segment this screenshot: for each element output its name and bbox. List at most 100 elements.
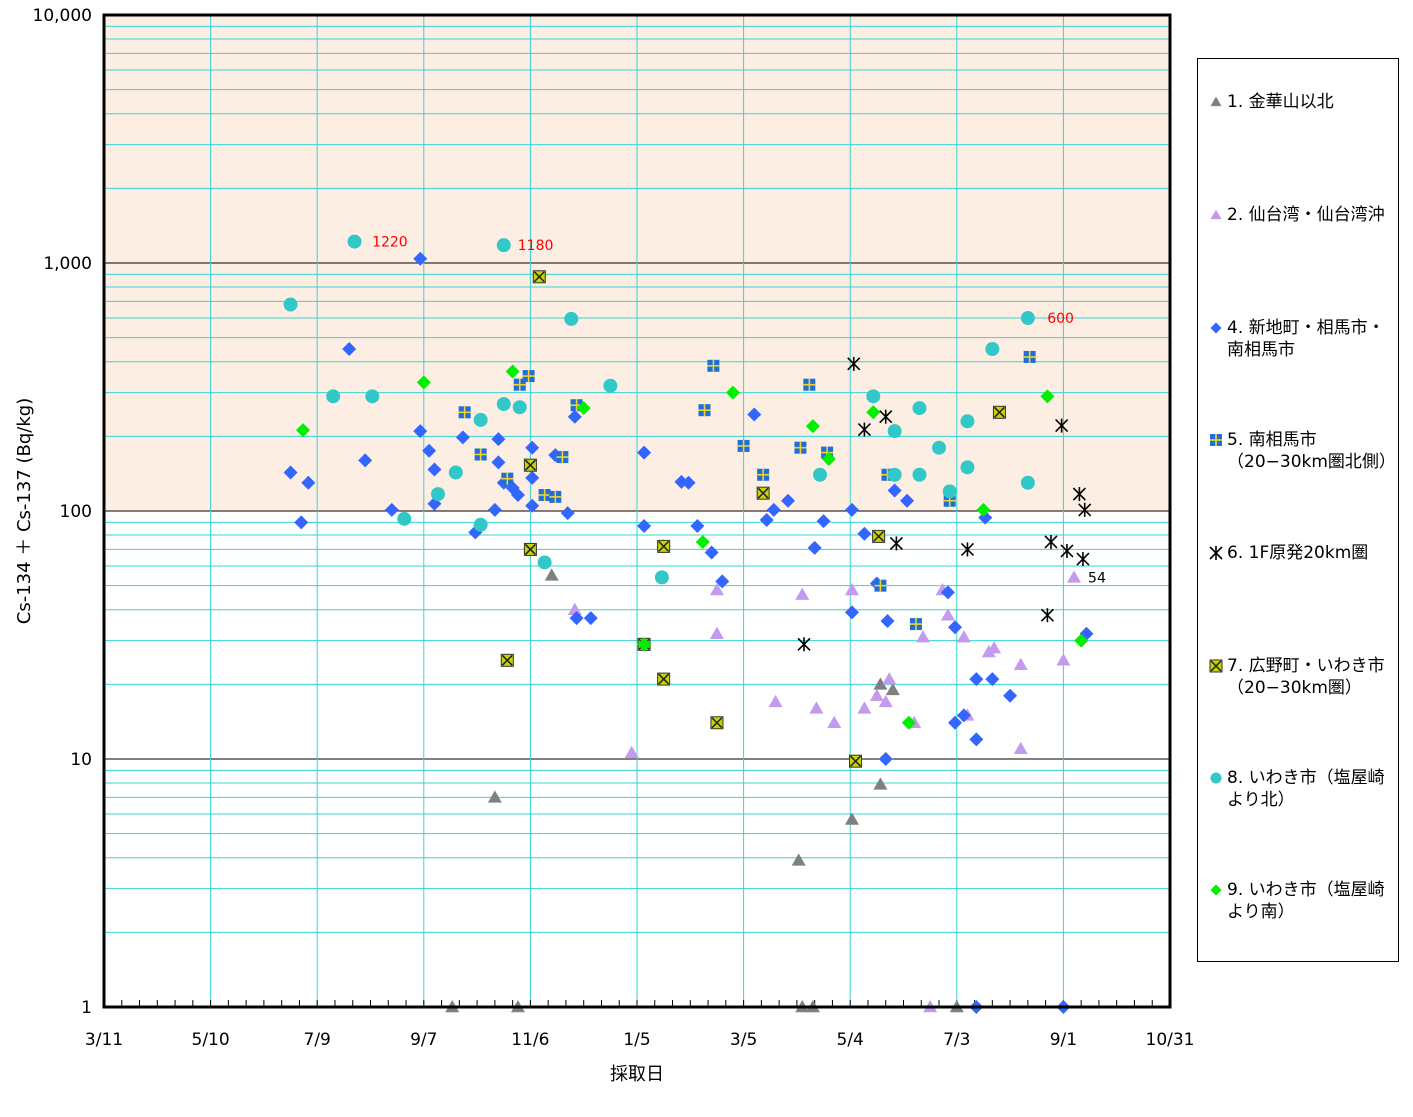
y-tick-label: 1 [81, 998, 92, 1018]
x-tick-label: 11/6 [511, 1030, 549, 1050]
data-point [654, 570, 669, 585]
data-point [532, 270, 546, 284]
data-point [657, 539, 671, 553]
data-point [887, 424, 902, 439]
annotation-label: 600 [1047, 311, 1074, 327]
data-point [874, 579, 887, 592]
data-point [844, 502, 859, 517]
x-tick-label: 3/5 [730, 1030, 757, 1050]
legend-item: 1. 金華山以北 [1208, 91, 1394, 113]
data-point [491, 455, 506, 470]
legend-marker-icon [1208, 767, 1224, 789]
data-point [821, 452, 836, 467]
x-tick-label: 9/1 [1050, 1030, 1077, 1050]
data-point [1076, 552, 1090, 567]
data-point [1003, 688, 1018, 703]
data-point [1072, 487, 1086, 502]
data-point [849, 754, 863, 768]
legend-item: 9. いわき市（塩屋崎より南） [1208, 879, 1394, 923]
legend-marker-icon [1208, 317, 1224, 339]
data-point [766, 502, 781, 517]
data-point [637, 445, 652, 460]
data-point [603, 378, 618, 393]
data-point [709, 626, 724, 639]
y-tick-label: 1,000 [43, 254, 92, 274]
data-point [384, 502, 399, 517]
data-points [283, 234, 1094, 1014]
data-point [681, 475, 696, 490]
data-point [487, 502, 502, 517]
data-point [889, 536, 903, 551]
data-point [803, 378, 816, 391]
data-point [768, 694, 783, 708]
series-5 [797, 356, 1092, 652]
data-point [956, 630, 971, 643]
data-point [710, 716, 724, 730]
y-axis-title: Cs-134 ＋ Cs-137 (Bq/kg) [14, 398, 35, 625]
data-point [715, 574, 730, 589]
series-7 [283, 234, 1035, 585]
y-tick-label: 10,000 [33, 6, 92, 26]
data-point [544, 568, 559, 581]
legend-item: 4. 新地町・相馬市・南相馬市 [1208, 317, 1394, 361]
y-tick-labels: 1 10 100 1,000 10,000 [33, 6, 92, 1018]
data-point [342, 342, 357, 357]
data-point [985, 672, 1000, 687]
data-point [522, 370, 535, 383]
data-point [496, 238, 511, 253]
data-point [816, 514, 831, 529]
data-point [455, 430, 470, 445]
plot-frame [102, 13, 1172, 1009]
data-point [347, 234, 362, 249]
data-point [431, 487, 446, 502]
data-point [523, 542, 537, 556]
data-point [880, 614, 895, 629]
data-point [960, 414, 975, 429]
data-point [496, 397, 511, 412]
data-point [491, 432, 506, 447]
data-point [1055, 418, 1069, 433]
data-point [416, 375, 431, 390]
data-point [365, 389, 380, 404]
data-point [1020, 311, 1035, 326]
data-point [427, 462, 442, 477]
data-point [866, 405, 881, 420]
data-point [781, 493, 796, 508]
data-point [756, 486, 770, 500]
data-point [1040, 608, 1054, 623]
data-point [885, 682, 900, 696]
data-point [873, 677, 888, 690]
data-point [960, 542, 975, 557]
data-point [948, 620, 963, 635]
series-3 [283, 251, 1094, 1014]
data-point [556, 451, 569, 464]
data-point [857, 422, 871, 437]
data-point [956, 708, 971, 723]
legend-marker-icon [1208, 879, 1224, 901]
data-point [976, 502, 991, 517]
data-point [1044, 534, 1058, 549]
data-point [912, 401, 927, 416]
data-point [725, 385, 740, 400]
legend-marker-icon [1208, 655, 1224, 677]
legend-item: 6. 1F原発20km圏 [1208, 542, 1394, 564]
data-point [537, 555, 552, 570]
data-point [757, 468, 770, 481]
data-point [569, 611, 584, 626]
legend-marker-icon [1208, 542, 1224, 564]
data-point [422, 443, 437, 458]
x-tick-labels: 3/11 5/10 7/9 9/7 11/6 1/5 3/5 5/4 7/3 9/1 10/31 [85, 1030, 1195, 1050]
legend-item: 5. 南相馬市（20−30km圏北側） [1208, 429, 1396, 473]
data-point [501, 472, 514, 485]
legend-item: 7. 広野町・いわき市（20−30km圏） [1208, 655, 1394, 699]
data-point [583, 611, 598, 626]
data-point [1056, 653, 1071, 666]
data-point [474, 448, 487, 461]
data-point [707, 359, 720, 372]
annotation-label: 1220 [372, 235, 408, 251]
data-point [473, 517, 488, 532]
series-6 [500, 270, 1006, 768]
data-point [948, 715, 963, 730]
data-point [909, 618, 922, 631]
data-point [576, 401, 591, 416]
